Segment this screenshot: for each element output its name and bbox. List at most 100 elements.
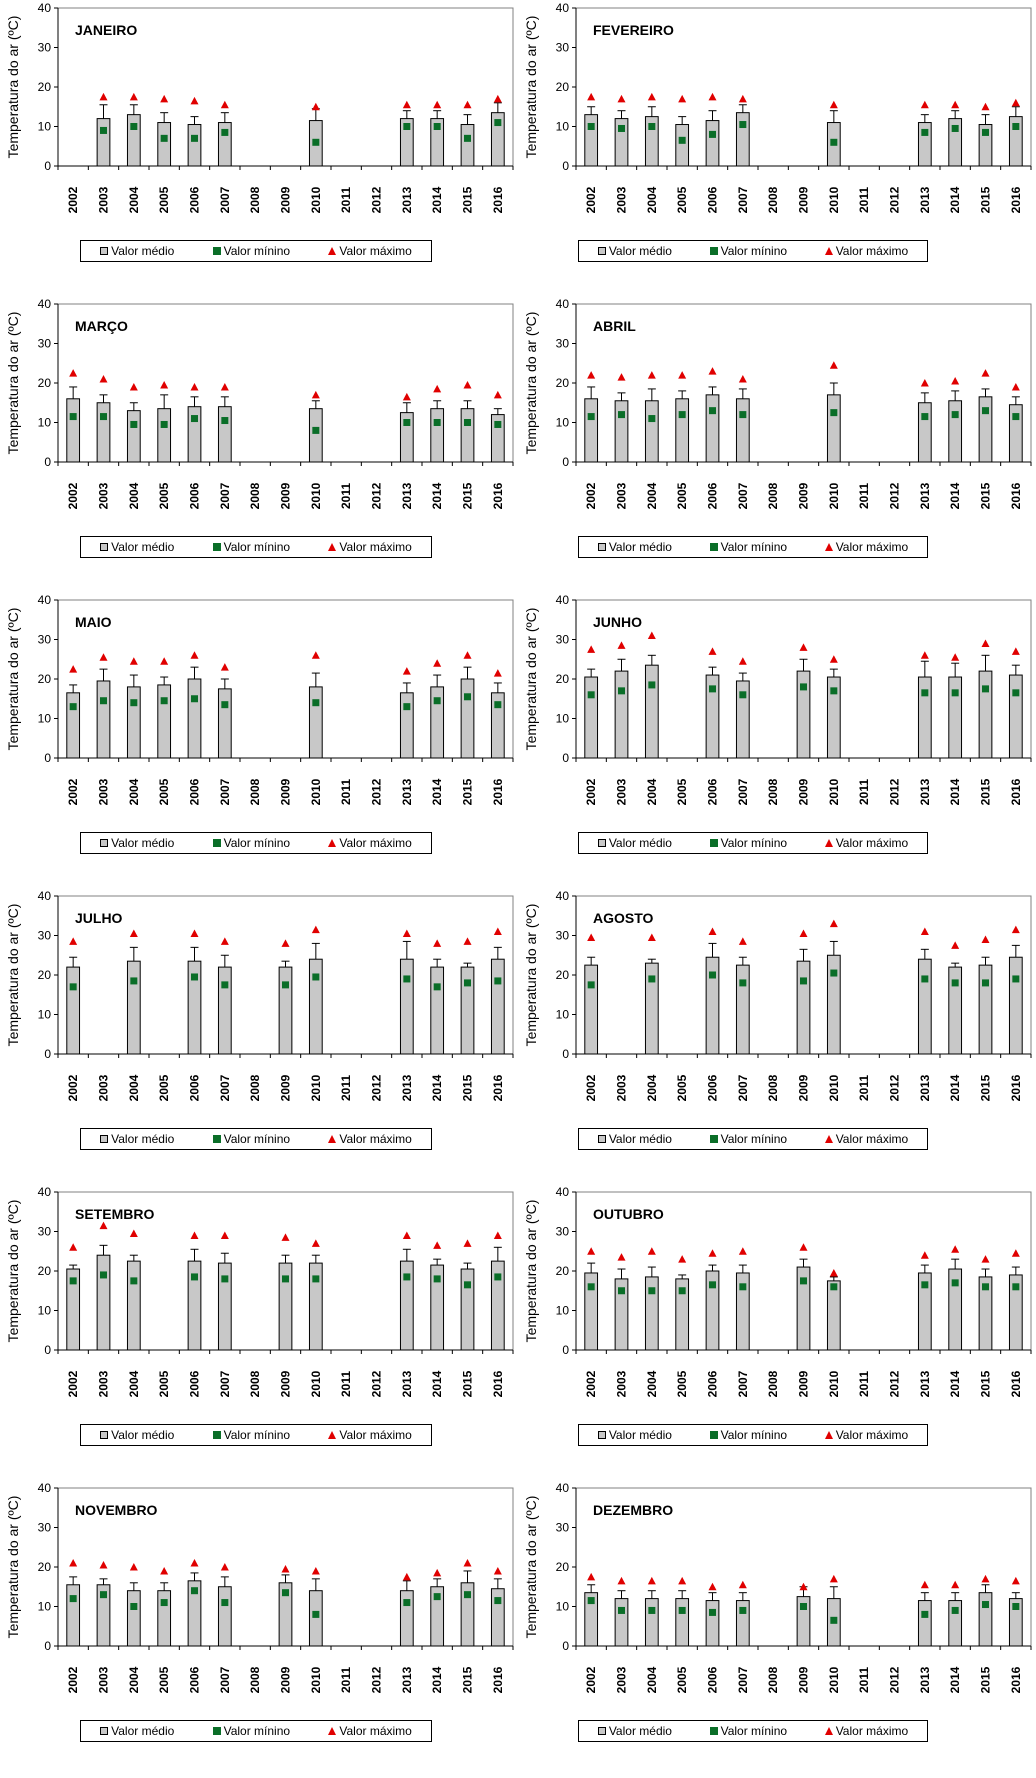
legend-min: Valor mínino <box>709 244 787 258</box>
chart-title: SETEMBRO <box>75 1206 154 1222</box>
x-tick-label: 2004 <box>645 1074 659 1101</box>
max-marker <box>190 929 199 938</box>
min-marker <box>221 1275 229 1283</box>
y-tick-label: 40 <box>38 1 52 15</box>
legend-min-swatch <box>709 1727 718 1735</box>
max-marker <box>402 1231 411 1239</box>
min-marker <box>191 1587 198 1595</box>
x-tick-label: 2006 <box>188 1074 202 1101</box>
legend-max-swatch <box>328 1727 337 1735</box>
max-marker <box>190 1559 199 1567</box>
legend: Valor médio Valor mínino Valor máximo <box>578 1424 928 1446</box>
x-tick-label: 2014 <box>948 1666 962 1693</box>
max-marker <box>99 1221 108 1230</box>
min-marker <box>312 1610 320 1618</box>
chart-svg: 0 10 20 30 40 Temperatura do ar (ºC) JULHO 2002… <box>5 889 514 1101</box>
min-marker <box>191 1273 198 1281</box>
min-marker <box>618 1287 625 1295</box>
legend-mean-swatch <box>100 1727 109 1735</box>
mean-bar <box>308 686 323 759</box>
min-marker <box>69 1277 77 1285</box>
mean-bar <box>644 400 659 463</box>
x-tick-label: 2012 <box>888 1370 902 1397</box>
legend: Valor médio Valor mínino Valor máximo <box>578 240 928 262</box>
x-tick-label: 2009 <box>797 186 811 213</box>
x-tick-label: 2016 <box>1009 186 1023 213</box>
legend-min: Valor mínino <box>212 1428 290 1442</box>
x-tick-label: 2004 <box>127 186 141 213</box>
legend-min: Valor mínino <box>212 1724 290 1738</box>
max-marker <box>463 1559 472 1567</box>
max-marker <box>587 92 596 101</box>
min-marker <box>739 1283 747 1291</box>
legend-max: Valor máximo <box>824 836 908 850</box>
x-tick-label: 2010 <box>827 1074 841 1101</box>
min-marker <box>739 1606 747 1614</box>
x-tick-label: 2012 <box>370 1074 384 1101</box>
max-marker <box>129 929 138 938</box>
chart-title: FEVEREIRO <box>593 22 674 38</box>
legend-max: Valor máximo <box>328 244 412 258</box>
max-marker <box>129 1229 138 1237</box>
x-tick-label: 2004 <box>127 1666 141 1693</box>
max-marker <box>738 1247 747 1255</box>
min-marker <box>709 407 716 415</box>
x-tick-label: 2016 <box>491 482 505 509</box>
x-tick-label: 2010 <box>827 1666 841 1693</box>
x-tick-label: 2002 <box>66 1370 80 1397</box>
x-tick-label: 2007 <box>218 482 232 509</box>
legend-max: Valor máximo <box>824 1724 908 1738</box>
y-tick-label: 10 <box>38 120 52 134</box>
min-marker <box>800 1277 807 1285</box>
chart-svg: 0 10 20 30 40 Temperatura do ar (ºC) JUNHO 2002… <box>523 593 1032 805</box>
mean-bar <box>278 1582 293 1647</box>
y-tick-label: 30 <box>38 1225 52 1239</box>
x-tick-label: 2008 <box>766 778 780 805</box>
mean-bar <box>460 1268 475 1351</box>
max-marker <box>463 937 472 945</box>
legend-mean-label: Valor médio <box>608 540 672 554</box>
max-marker <box>617 1576 626 1585</box>
mean-bar <box>157 1590 172 1647</box>
legend: Valor médio Valor mínino Valor máximo <box>80 1720 432 1742</box>
legend-mean-label: Valor médio <box>111 540 175 554</box>
min-marker <box>1012 413 1020 421</box>
x-tick-label: 2014 <box>430 1666 444 1693</box>
x-tick-label: 2015 <box>461 1074 475 1101</box>
x-tick-label: 2010 <box>309 186 323 213</box>
min-marker <box>282 981 289 989</box>
chart-title: NOVEMBRO <box>75 1502 158 1518</box>
x-tick-label: 2006 <box>706 1074 720 1101</box>
legend-mean: Valor médio <box>597 836 672 850</box>
min-marker <box>648 681 656 689</box>
y-tick-label: 30 <box>38 633 52 647</box>
chart-title: JULHO <box>75 910 123 926</box>
x-tick-label: 2006 <box>706 1370 720 1397</box>
legend-min-swatch <box>212 1727 221 1735</box>
legend-max: Valor máximo <box>824 244 908 258</box>
max-marker <box>981 102 990 111</box>
max-marker <box>69 1243 78 1251</box>
x-tick-label: 2016 <box>1009 1666 1023 1693</box>
legend-min: Valor mínino <box>709 540 787 554</box>
x-tick-label: 2009 <box>797 1074 811 1101</box>
y-tick-label: 20 <box>556 80 570 94</box>
mean-bar <box>126 960 141 1055</box>
mean-bar <box>978 964 993 1055</box>
max-marker <box>708 1582 717 1591</box>
y-tick-label: 20 <box>38 80 52 94</box>
plot-frame <box>57 599 514 759</box>
min-marker <box>921 413 929 421</box>
legend-min-label: Valor mínino <box>223 1132 291 1146</box>
mean-bar <box>796 960 811 1055</box>
chart-panel: 0 10 20 30 40 Temperatura do ar (ºC) JUNHO 2002… <box>518 592 1036 888</box>
x-tick-label: 2015 <box>979 186 993 213</box>
y-tick-label: 20 <box>556 672 570 686</box>
x-tick-label: 2002 <box>66 1074 80 1101</box>
x-tick-label: 2014 <box>430 778 444 805</box>
legend-mean-swatch <box>597 543 606 551</box>
x-tick-label: 2006 <box>706 1666 720 1693</box>
min-marker <box>982 979 989 987</box>
max-marker <box>647 371 656 379</box>
